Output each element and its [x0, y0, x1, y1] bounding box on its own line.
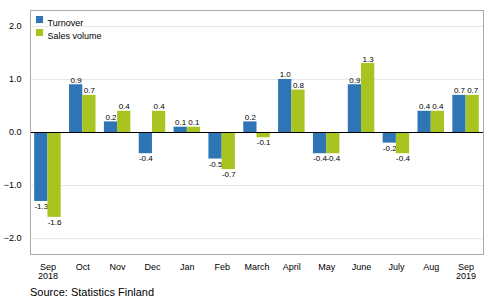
svg-text:0.7: 0.7 — [84, 86, 96, 95]
svg-text:0.2: 0.2 — [245, 113, 257, 122]
svg-text:0.4: 0.4 — [432, 102, 444, 111]
svg-text:1.0: 1.0 — [9, 74, 22, 84]
html-text:Source: Statistics Finland: Source: Statistics Finland — [30, 286, 155, 298]
svg-text:0.4: 0.4 — [119, 102, 131, 111]
svg-text:2.0: 2.0 — [9, 21, 22, 31]
svg-text:1.3: 1.3 — [363, 55, 375, 64]
svg-text:0.4: 0.4 — [419, 102, 431, 111]
svg-text:July: July — [388, 262, 405, 272]
svg-text:May: May — [318, 262, 336, 272]
svg-text:Feb: Feb — [214, 262, 230, 272]
svg-text:Turnover: Turnover — [48, 18, 84, 28]
svg-text:June: June — [352, 262, 372, 272]
svg-text:April: April — [283, 262, 301, 272]
svg-text:Dec: Dec — [144, 262, 161, 272]
svg-text:March: March — [244, 262, 269, 272]
svg-text:Aug: Aug — [423, 262, 439, 272]
svg-text:−1.0: −1.0 — [4, 180, 22, 190]
svg-text:-0.5: -0.5 — [209, 160, 223, 169]
svg-text:-0.7: -0.7 — [222, 170, 236, 179]
svg-text:-0.1: -0.1 — [257, 138, 271, 147]
svg-text:Sales volume: Sales volume — [48, 31, 102, 41]
svg-text:Jan: Jan — [180, 262, 195, 272]
svg-text:Nov: Nov — [110, 262, 127, 272]
svg-text:0.9: 0.9 — [71, 76, 83, 85]
svg-text:-0.4: -0.4 — [326, 154, 340, 163]
svg-text:-0.4: -0.4 — [396, 154, 410, 163]
svg-text:0.1: 0.1 — [175, 118, 187, 127]
svg-text:-0.4: -0.4 — [139, 154, 153, 163]
svg-text:0.2: 0.2 — [105, 113, 117, 122]
svg-text:Sep2019: Sep2019 — [456, 262, 476, 281]
svg-text:0.7: 0.7 — [467, 86, 479, 95]
svg-text:0.1: 0.1 — [188, 118, 200, 127]
svg-text:0.7: 0.7 — [454, 86, 466, 95]
svg-text:Sep2018: Sep2018 — [38, 262, 58, 281]
svg-text:-1.3: -1.3 — [34, 202, 48, 211]
svg-text:−2.0: −2.0 — [4, 233, 22, 243]
svg-text:0.4: 0.4 — [154, 102, 166, 111]
svg-text:-0.4: -0.4 — [313, 154, 327, 163]
svg-text:-0.2: -0.2 — [383, 144, 397, 153]
svg-text:0.0: 0.0 — [9, 127, 22, 137]
svg-text:Oct: Oct — [76, 262, 91, 272]
svg-text:0.9: 0.9 — [349, 76, 361, 85]
svg-text:1.0: 1.0 — [280, 70, 292, 79]
svg-text:-1.6: -1.6 — [48, 218, 62, 227]
svg-text:0.8: 0.8 — [293, 81, 305, 90]
